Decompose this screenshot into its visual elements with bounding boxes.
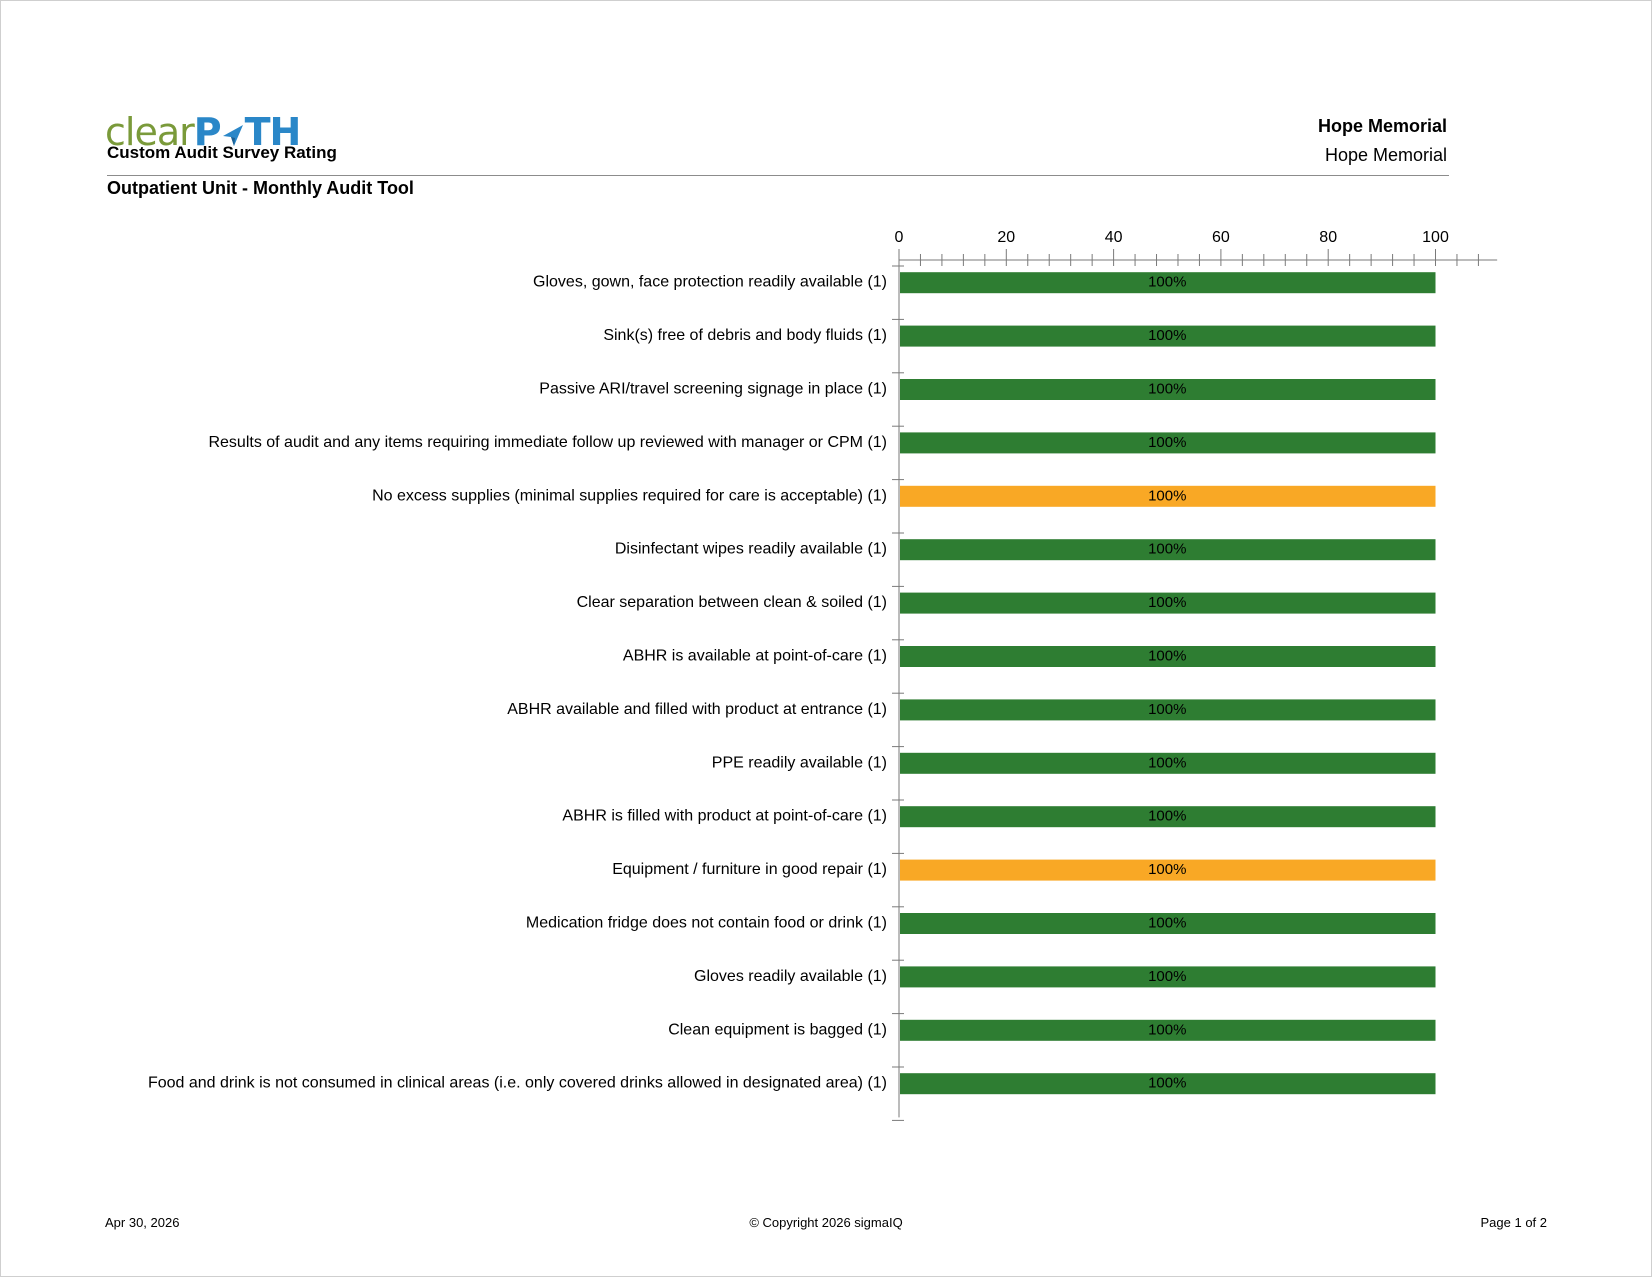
bar [900, 1019, 1436, 1041]
bar [900, 485, 1436, 507]
category-label: No excess supplies (minimal supplies req… [372, 487, 887, 504]
footer-date: Apr 30, 2026 [105, 1215, 180, 1230]
category-label: PPE readily available (1) [712, 754, 887, 771]
category-label: Clear separation between clean & soiled … [577, 594, 887, 611]
bar-value-label: 100% [1148, 274, 1186, 291]
header-divider [107, 175, 1449, 176]
category-label: Clean equipment is bagged (1) [668, 1021, 887, 1038]
bar-value-label: 100% [1148, 808, 1186, 825]
bar-value-label: 100% [1148, 1021, 1186, 1038]
bar [900, 432, 1436, 454]
x-tick-label: 20 [997, 229, 1015, 246]
x-tick-label: 60 [1212, 229, 1230, 246]
logo-text-p: P [193, 110, 222, 154]
x-tick-label: 80 [1319, 229, 1337, 246]
footer-page-number: Page 1 of 2 [1480, 1215, 1548, 1230]
category-label: ABHR is filled with product at point-of-… [562, 808, 887, 825]
bar [900, 272, 1436, 294]
bar-value-label: 100% [1148, 754, 1186, 771]
bar [900, 1073, 1436, 1095]
bar-value-label: 100% [1148, 487, 1186, 504]
bar-value-label: 100% [1148, 327, 1186, 344]
logo-text-clear: clear [105, 110, 195, 154]
logo-text-th: TH [244, 110, 302, 154]
category-label: Equipment / furniture in good repair (1) [612, 861, 887, 878]
bar-value-label: 100% [1148, 541, 1186, 558]
bar-value-label: 100% [1148, 701, 1186, 718]
report-type: Custom Audit Survey Rating [107, 143, 337, 162]
x-tick-label: 100 [1422, 229, 1449, 246]
clearpath-logo: clear P TH [105, 107, 302, 154]
category-label: ABHR is available at point-of-care (1) [623, 648, 887, 665]
bar [900, 592, 1436, 614]
bar [900, 752, 1436, 774]
category-label: Results of audit and any items requiring… [208, 434, 887, 451]
category-label: Sink(s) free of debris and body fluids (… [603, 327, 887, 344]
bar [900, 699, 1436, 721]
bar-value-label: 100% [1148, 1075, 1186, 1092]
category-label: Gloves, gown, face protection readily av… [533, 274, 887, 291]
category-label: Passive ARI/travel screening signage in … [539, 381, 887, 398]
bar [900, 539, 1436, 561]
bar-value-label: 100% [1148, 434, 1186, 451]
bar [900, 646, 1436, 667]
bar-value-label: 100% [1148, 648, 1186, 665]
category-label: ABHR available and filled with product a… [507, 701, 887, 718]
bar [900, 379, 1436, 400]
bar [900, 806, 1436, 828]
bar-value-label: 100% [1148, 381, 1186, 398]
page-subtitle: Outpatient Unit - Monthly Audit Tool [107, 178, 414, 198]
bar-value-label: 100% [1148, 861, 1186, 878]
bar [900, 913, 1436, 934]
x-tick-label: 0 [895, 229, 904, 246]
category-label: Food and drink is not consumed in clinic… [148, 1075, 887, 1092]
category-label: Disinfectant wipes readily available (1) [615, 541, 887, 558]
bar-value-label: 100% [1148, 968, 1186, 985]
footer-copyright: © Copyright 2026 sigmaIQ [749, 1215, 903, 1230]
logo-arrow-icon [222, 125, 243, 146]
x-tick-label: 40 [1105, 229, 1123, 246]
bar-value-label: 100% [1148, 594, 1186, 611]
bar [900, 325, 1436, 347]
organization-name: Hope Memorial [1324, 145, 1447, 165]
bar [900, 859, 1436, 881]
category-label: Medication fridge does not contain food … [526, 915, 887, 932]
bar [900, 966, 1436, 988]
category-label: Gloves readily available (1) [694, 968, 887, 985]
bar-value-label: 100% [1148, 915, 1186, 932]
organization-name-bold: Hope Memorial [1317, 116, 1447, 136]
